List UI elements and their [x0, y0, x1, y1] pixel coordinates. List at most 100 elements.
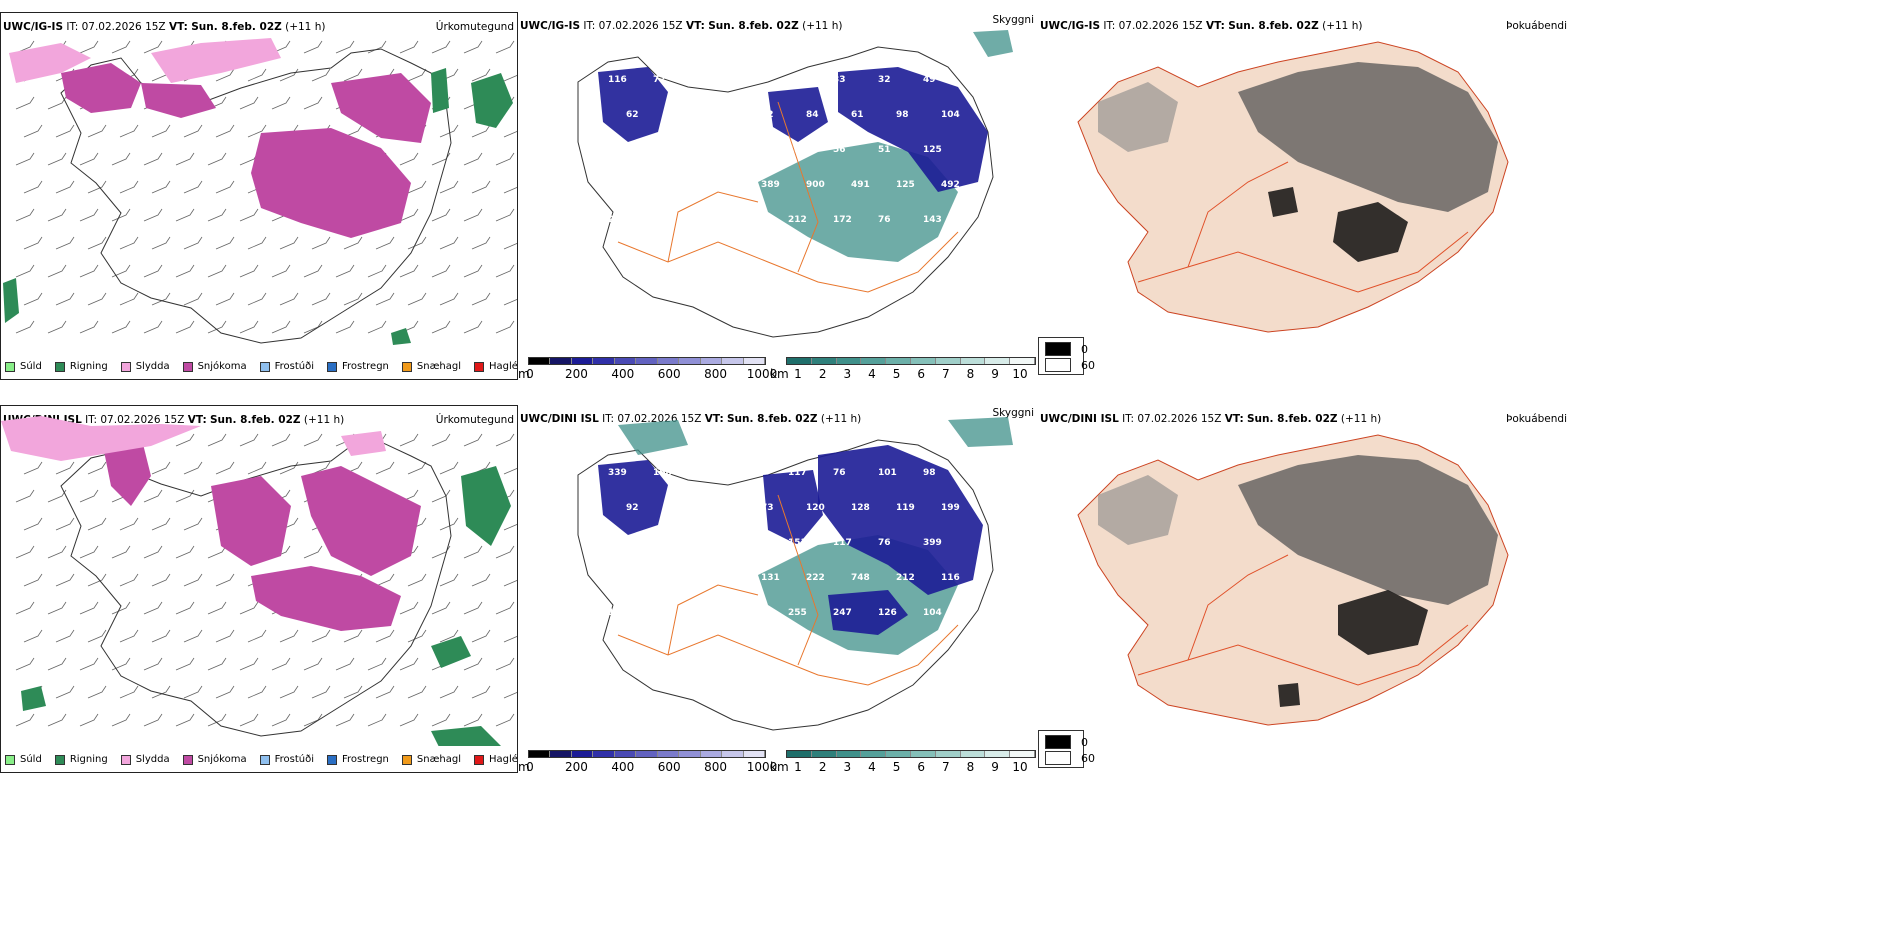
ceiling-label: 138: [671, 110, 690, 120]
colorbar-swatch: [743, 358, 765, 364]
wind-barb: [375, 629, 395, 643]
panel-title: UWC/DINI ISL IT: 07.02.2026 15Z VT: Sun.…: [520, 413, 862, 425]
panel-type-title: Úrkomutegund: [435, 414, 514, 426]
fog-field: [1098, 62, 1498, 262]
colorbar-swatch: [571, 358, 594, 364]
colorbar-swatch: [836, 751, 862, 757]
wind-barb: [239, 433, 259, 447]
ceiling-label: 119: [896, 503, 915, 513]
panel-title: UWC/IG-IS IT: 07.02.2026 15Z VT: Sun. 8.…: [1040, 20, 1363, 32]
ceiling-label: 480: [716, 180, 735, 190]
wind-barb: [495, 657, 515, 671]
wind-barb: [303, 433, 323, 447]
wind-barb: [375, 292, 395, 306]
colorbar-swatch: [985, 751, 1011, 757]
colorbar-swatch: [1010, 358, 1035, 364]
wind-barb: [407, 573, 427, 587]
wind-barb: [439, 461, 459, 475]
wind-barb: [463, 320, 483, 334]
wind-barb: [111, 152, 131, 166]
wind-barb: [407, 461, 427, 475]
wind-barb: [463, 208, 483, 222]
ceiling-field: [598, 67, 988, 192]
ceiling-label: 207: [698, 145, 717, 155]
colorbar-swatch: [550, 751, 572, 757]
wind-barb: [303, 96, 323, 110]
ceiling-label: 128: [653, 215, 672, 225]
ceiling-label: 92: [626, 503, 639, 513]
wind-barb: [175, 208, 195, 222]
wind-barb: [471, 629, 491, 643]
ceiling-label: 492: [941, 180, 960, 190]
wind-barb: [343, 292, 363, 306]
tick-label: 7: [942, 760, 950, 773]
wind-barb: [23, 461, 43, 475]
wind-barb: [55, 180, 75, 194]
wind-barb: [183, 629, 203, 643]
legend-swatch: [5, 361, 15, 372]
ceiling-label: 243: [743, 608, 762, 618]
wind-barb: [431, 489, 451, 503]
wind-barb: [439, 292, 459, 306]
wind-barb: [175, 433, 195, 447]
iceland-outline: [577, 46, 994, 338]
legend-swatch: [259, 754, 270, 765]
ceiling-labels-top: 116 72 306 66 106 33 32 49 62 138 67 82 84 61 98 104 85 7…: [608, 75, 960, 225]
wind-barb: [111, 40, 131, 54]
cloud-panel-bottom: UWC/DINI ISL IT: 07.02.2026 15Z VT: Sun.…: [518, 405, 1038, 773]
wind-barb: [303, 657, 323, 671]
ceiling-label: 900: [806, 180, 825, 190]
wind-barb: [47, 489, 67, 503]
wind-barb: [183, 573, 203, 587]
ceiling-label: 212: [788, 215, 807, 225]
wind-barb: [15, 657, 35, 671]
wind-barb: [367, 264, 387, 278]
ceiling-label: 116: [941, 573, 960, 583]
wind-barb: [439, 124, 459, 138]
wind-barb: [111, 320, 131, 334]
wind-barb: [175, 601, 195, 615]
wind-barb: [247, 292, 267, 306]
visibility-colorbar-swatches: [786, 357, 1036, 365]
wind-barb: [207, 713, 227, 727]
tick-label: 9: [991, 367, 999, 380]
wind-barb: [311, 292, 331, 306]
colorbar-swatch: [910, 751, 936, 757]
wind-barb: [215, 629, 235, 643]
wind-barb: [119, 685, 139, 699]
wind-barb: [503, 691, 517, 699]
tick-label: 3: [843, 760, 852, 773]
wind-barb: [471, 685, 491, 699]
wind-barb: [399, 208, 419, 222]
ceiling-label: 151: [788, 538, 807, 548]
panel-type-title: Skyggni: [992, 407, 1035, 419]
legend-swatch: [5, 754, 15, 765]
colorbar-swatch: [593, 751, 615, 757]
wind-barb: [215, 124, 235, 138]
ceiling-unit: m: [518, 760, 530, 773]
colorbar-swatch: [787, 751, 812, 757]
wind-barb: [47, 545, 67, 559]
wind-barb: [151, 517, 171, 531]
ceiling-label: 184: [608, 608, 627, 618]
roads: [617, 101, 959, 293]
wind-barb: [503, 242, 517, 250]
panel-type-title: Skyggni: [992, 14, 1035, 26]
panel-title: UWC/IG-IS IT: 07.02.2026 15Z VT: Sun. 8.…: [520, 20, 843, 32]
wind-barb: [343, 124, 363, 138]
ceiling-label: 85: [626, 573, 639, 583]
ceiling-label: 203: [608, 215, 627, 225]
legend-swatch: [120, 754, 131, 765]
ceiling-label: 117: [788, 468, 807, 478]
colorbar-swatch: [550, 358, 572, 364]
wind-barb: [239, 657, 259, 671]
wind-barb: [143, 208, 163, 222]
ceiling-label: 247: [833, 608, 852, 618]
ceiling-label: 491: [851, 180, 870, 190]
wind-barb: [439, 517, 459, 531]
ceiling-label: 288: [626, 180, 645, 190]
wind-barb: [87, 124, 107, 138]
wind-barb: [119, 124, 139, 138]
wind-barb: [151, 461, 171, 475]
wind-barb: [207, 152, 227, 166]
